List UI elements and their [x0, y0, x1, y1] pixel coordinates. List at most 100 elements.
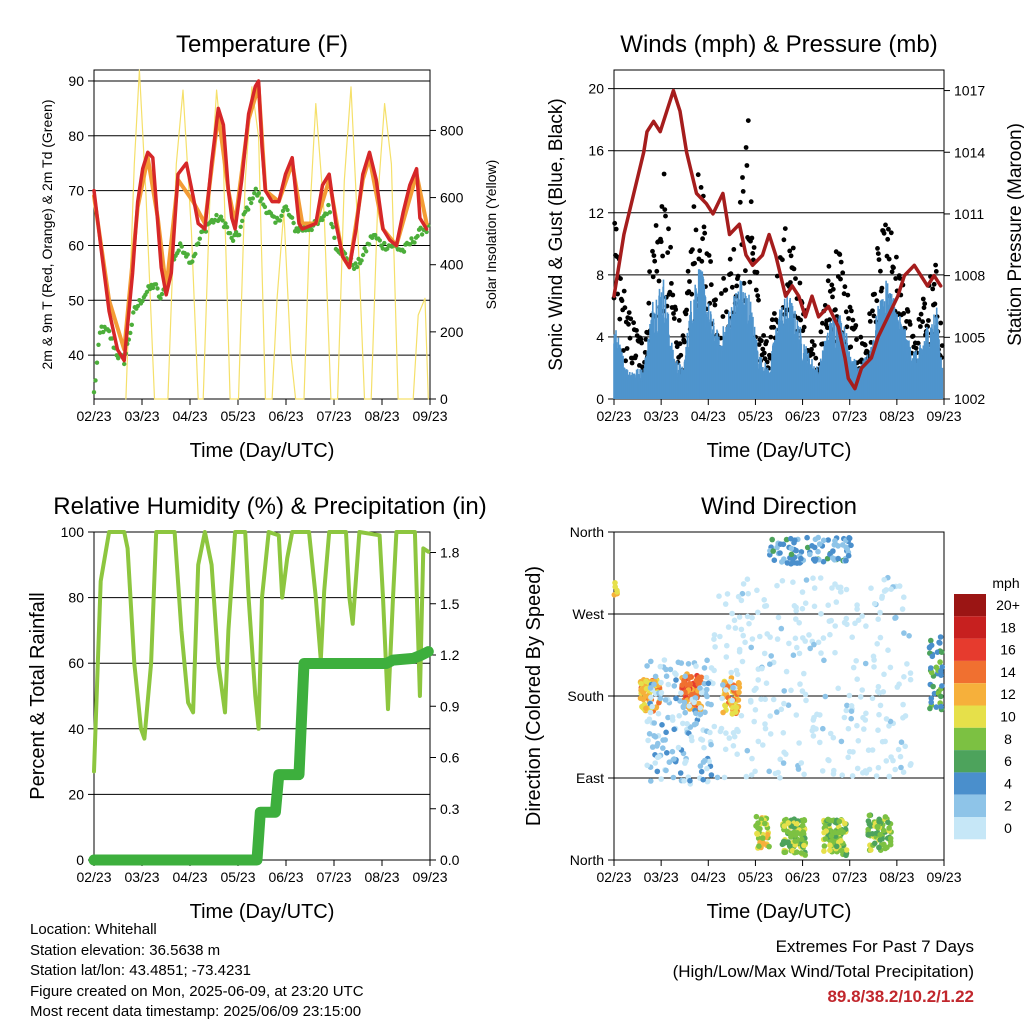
- chart2-gust-point: [650, 274, 656, 280]
- chart4-direction-point: [612, 580, 618, 586]
- chart2-gust-point: [708, 282, 714, 288]
- chart2-gust-point: [729, 284, 735, 290]
- chart1-td-point: [106, 328, 112, 334]
- chart2-gust-point: [774, 273, 780, 279]
- chart4-direction-point: [900, 769, 907, 775]
- chart2-gust-point: [748, 199, 754, 205]
- chart1-td-point: [220, 218, 225, 223]
- chart4-direction-point: [938, 668, 944, 674]
- chart4-direction-point: [707, 729, 713, 736]
- chart4-direction-point: [840, 829, 846, 835]
- chart2-gust-point: [915, 340, 921, 346]
- chart4-direction-point: [716, 593, 722, 599]
- chart2-gust-point: [845, 292, 851, 298]
- chart4-direction-point: [795, 766, 802, 772]
- chart4-direction-point: [900, 715, 906, 721]
- chart4-direction-point: [664, 750, 670, 756]
- chart4-direction-point: [832, 538, 838, 544]
- chart1-solar-line: [125, 69, 429, 400]
- chart4-direction-point: [648, 694, 654, 701]
- chart4-direction-point: [928, 665, 934, 671]
- chart4-direction-point: [719, 695, 725, 702]
- chart4-direction-point: [705, 778, 711, 784]
- chart4-direction-point: [712, 644, 718, 650]
- chart4-direction-point: [720, 682, 726, 688]
- chart4-direction-point: [659, 722, 665, 728]
- chart1-td-point: [158, 296, 163, 301]
- chart2-gust-point: [721, 276, 726, 281]
- chart2-gust-point: [646, 300, 652, 306]
- chart4-direction-point: [883, 758, 890, 764]
- chart4-legend-swatch: [954, 638, 986, 661]
- chart3-xtick-label: 03/23: [124, 869, 159, 885]
- chart4-direction-point: [928, 699, 934, 706]
- chart4-direction-point: [859, 613, 865, 619]
- chart4-direction-point: [759, 835, 766, 841]
- chart4-direction-point: [906, 633, 912, 639]
- chart1-td-point: [256, 191, 261, 196]
- chart4-direction-point: [804, 534, 810, 541]
- chart2-y2tick-label: 1005: [954, 329, 985, 345]
- chart4-direction-point: [652, 734, 659, 740]
- chart4-direction-point: [790, 579, 796, 585]
- chart4-direction-point: [760, 742, 766, 748]
- chart2-gust-point: [701, 224, 707, 230]
- chart4-direction-point: [798, 850, 805, 856]
- chart4-direction-point: [854, 676, 860, 682]
- chart2-gust-point: [654, 268, 660, 274]
- chart2-gust-point: [841, 291, 847, 297]
- chart4-direction-point: [777, 775, 783, 781]
- chart4-direction-point: [790, 558, 796, 565]
- chart1-td-point: [100, 329, 106, 335]
- chart2-gust-point: [810, 351, 816, 357]
- chart4-direction-point: [693, 720, 699, 727]
- chart4-direction-point: [658, 689, 665, 696]
- chart1-frame: [93, 69, 431, 400]
- chart4-direction-point: [854, 606, 860, 612]
- chart2-gust-point: [690, 247, 695, 253]
- chart2-gust-point: [798, 317, 803, 323]
- chart4-direction-point: [683, 758, 689, 764]
- chart4-direction-point: [759, 665, 765, 672]
- chart4-legend-label: 12: [1000, 686, 1016, 702]
- chart4-direction-point: [898, 739, 905, 745]
- chart2-gust-point: [719, 291, 724, 296]
- chart2-gust-point: [673, 307, 679, 312]
- station-latlon: Station lat/lon: 43.4851; -73.4231: [30, 962, 252, 980]
- chart4-direction-point: [815, 548, 821, 555]
- chart2-gust-point: [894, 254, 899, 260]
- chart4-direction-point: [669, 748, 676, 755]
- chart2-gust-point: [723, 287, 729, 293]
- chart4-direction-point: [697, 711, 704, 718]
- chart4-direction-point: [840, 542, 846, 548]
- chart4-direction-point: [873, 773, 880, 779]
- chart1-td-point: [193, 251, 198, 257]
- chart4-direction-point: [684, 721, 690, 727]
- chart2-gust-point: [922, 301, 928, 307]
- chart4-direction-point: [875, 683, 882, 690]
- chart4-direction-point: [860, 714, 866, 721]
- chart4-direction-point: [698, 768, 705, 775]
- chart1-xlabel: Time (Day/UTC): [190, 440, 335, 462]
- chart4-direction-point: [841, 714, 848, 721]
- chart4-direction-point: [796, 620, 802, 626]
- chart4-ytick-label: South: [567, 688, 604, 704]
- chart4-direction-point: [711, 667, 717, 674]
- chart4-direction-point: [827, 847, 833, 854]
- chart2-gust-point: [760, 346, 766, 352]
- chart4-direction-point: [822, 836, 829, 842]
- chart4-direction-point: [846, 535, 853, 542]
- chart2-ytick-label: 0: [596, 391, 604, 407]
- chart2-y2tick-label: 1002: [954, 391, 985, 407]
- chart4-direction-point: [701, 665, 708, 671]
- chart1-y2tick-label: 800: [440, 122, 464, 138]
- chart2-gust-point: [658, 239, 664, 245]
- chart2-gust-point: [755, 293, 761, 299]
- chart4-direction-point: [832, 623, 838, 629]
- chart4-direction-point: [762, 820, 768, 827]
- chart4-direction-point: [772, 770, 779, 777]
- chart1-td-point: [320, 217, 325, 223]
- chart2-gust-point: [660, 253, 665, 259]
- chart4-direction-point: [758, 696, 764, 702]
- chart4-direction-point: [907, 676, 914, 683]
